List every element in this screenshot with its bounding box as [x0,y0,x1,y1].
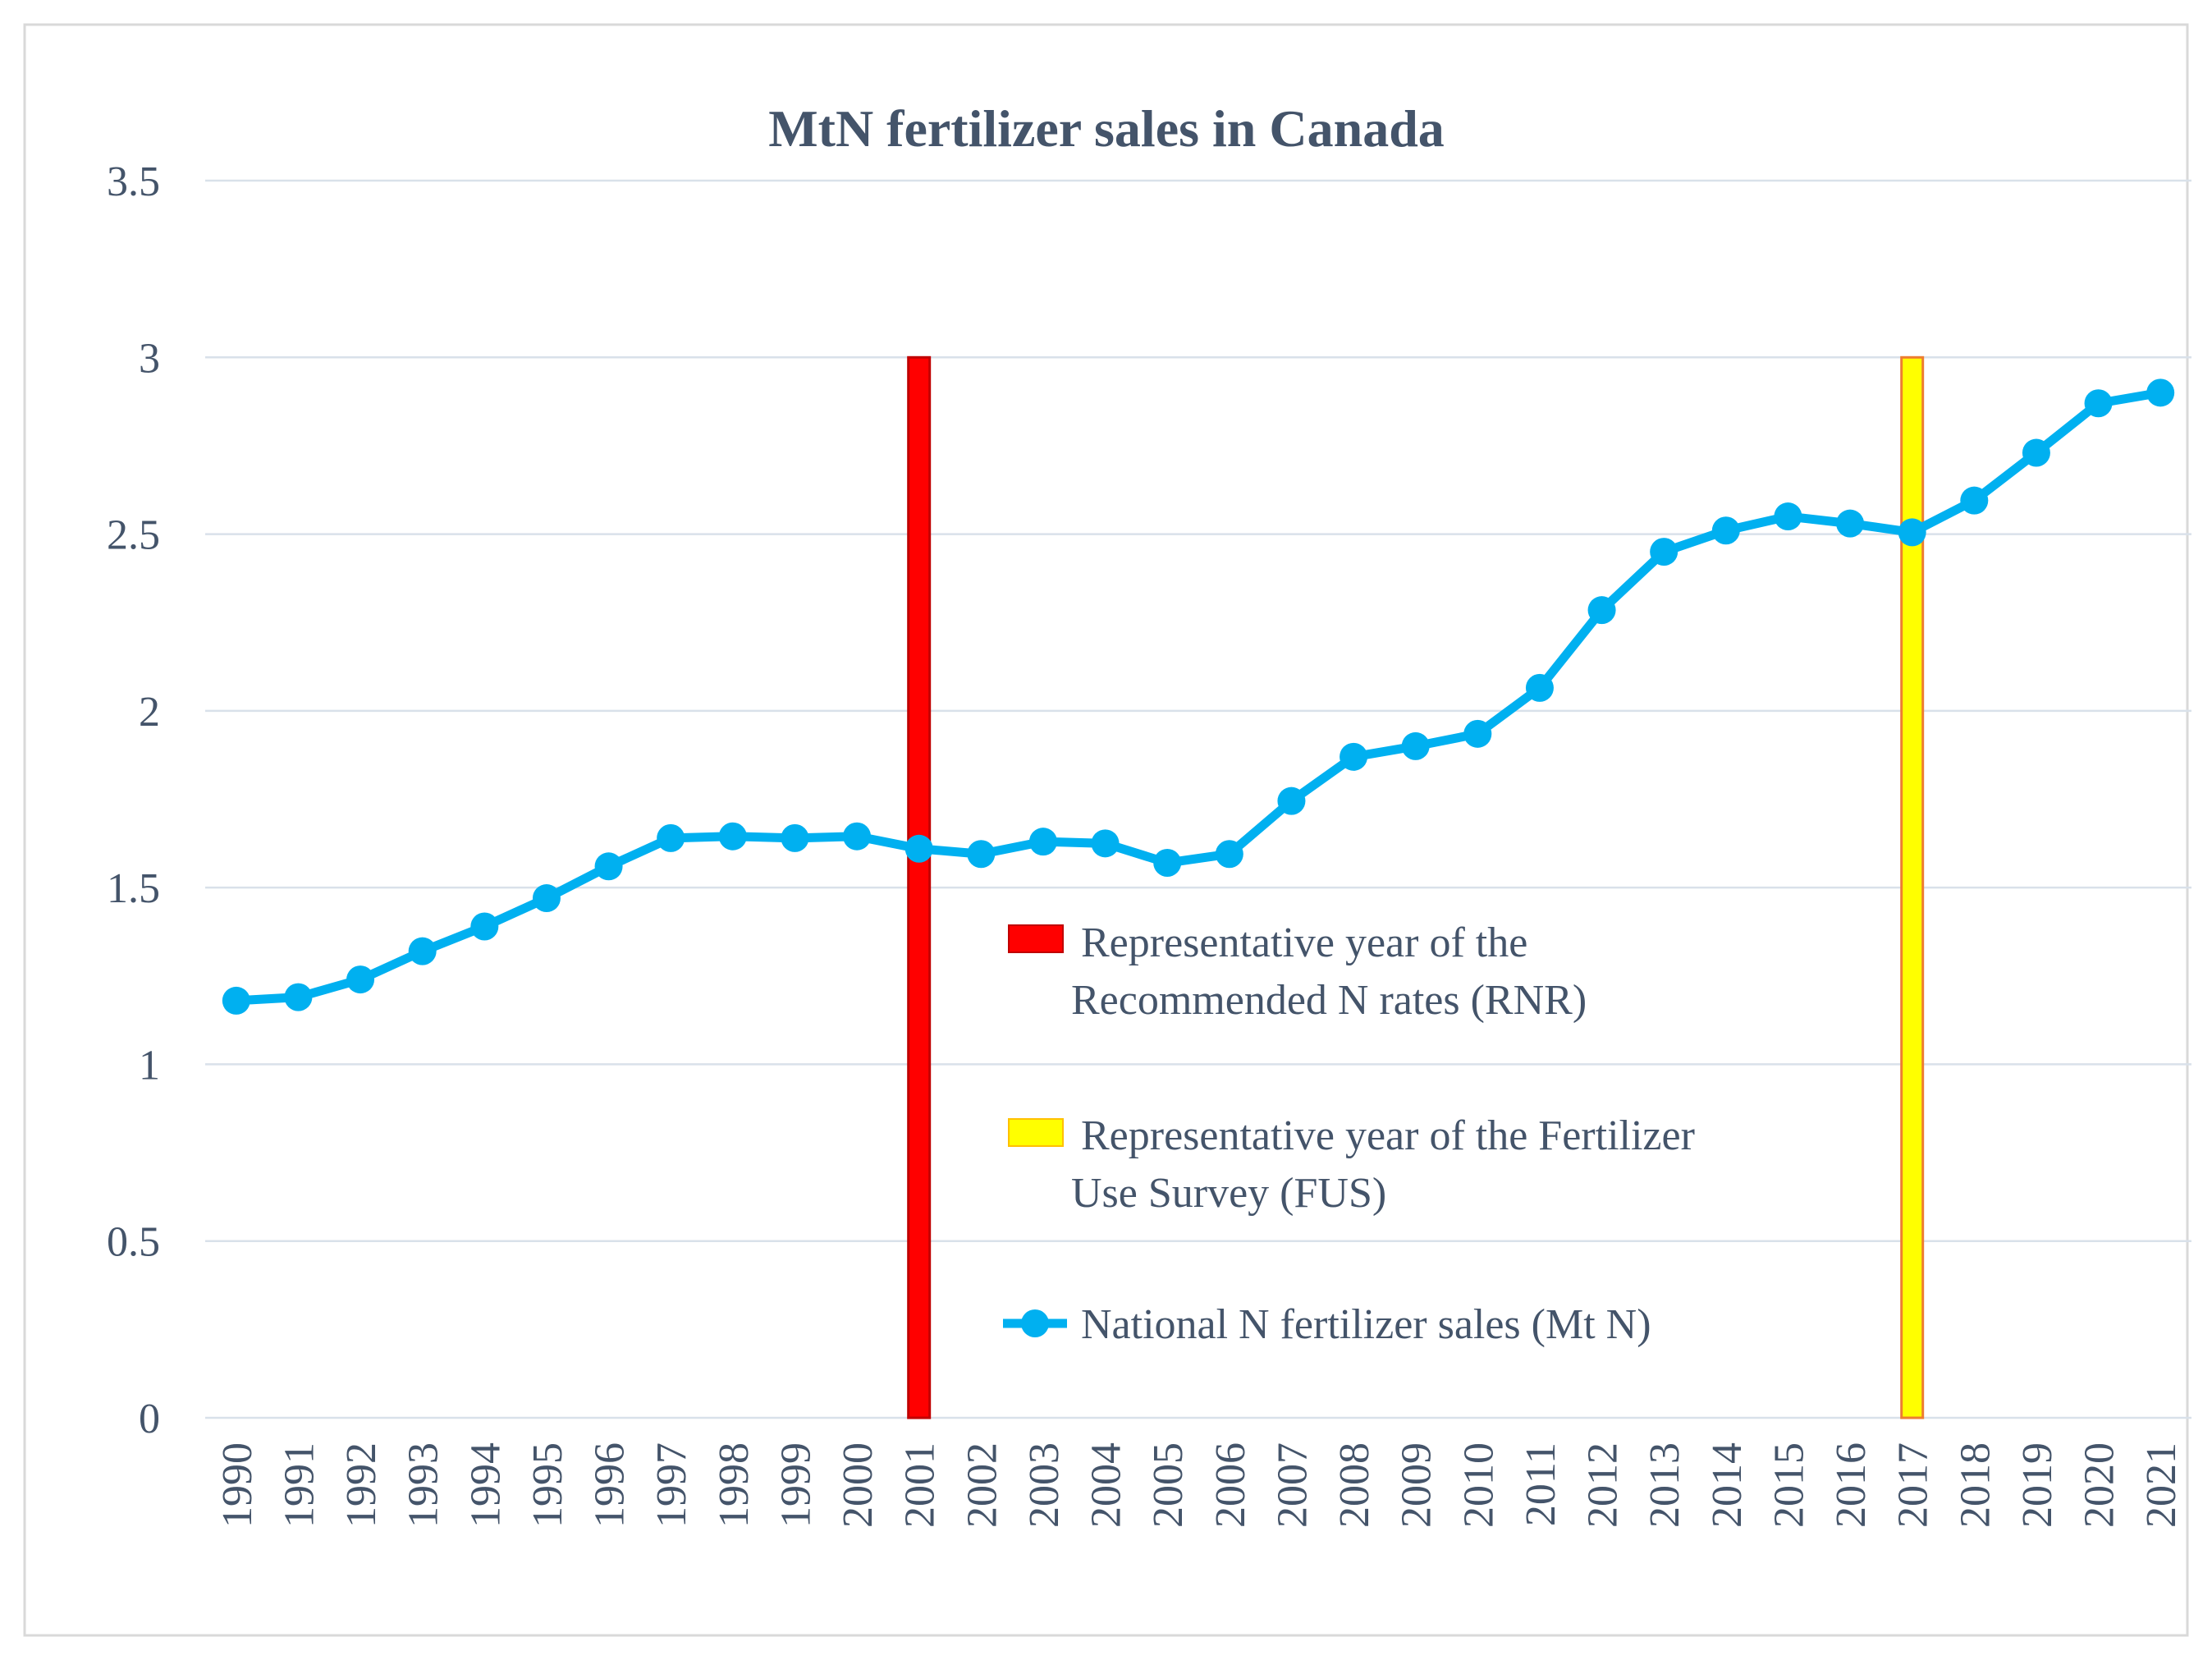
data-point [1028,828,1057,856]
data-point [1898,518,1926,547]
data-point [532,884,561,913]
rnr-reference-bar [907,355,932,1419]
x-tick-label: 2013 [1642,1442,1688,1528]
legend-swatch-rnr [1008,924,1064,953]
legend-swatch-series-marker [1021,1309,1049,1337]
x-tick-label: 2009 [1394,1442,1440,1528]
x-tick-label: 1994 [462,1442,509,1528]
y-tick-label: 1.5 [107,865,160,912]
x-tick-label: 2008 [1331,1442,1378,1528]
data-point [2146,378,2175,407]
data-point [1711,516,1740,545]
data-point [843,822,872,851]
x-tick-label: 2002 [959,1442,1005,1528]
data-point [470,912,499,941]
x-tick-label: 2007 [1269,1442,1316,1528]
data-point [1215,840,1243,869]
x-tick-label: 2000 [835,1442,882,1528]
data-point [1401,731,1430,760]
y-tick-label: 3.5 [107,158,160,205]
data-point [967,840,996,869]
data-point [346,965,375,994]
x-tick-label: 1993 [401,1442,447,1528]
x-tick-label: 1999 [772,1442,819,1528]
x-tick-label: 2005 [1145,1442,1192,1528]
x-tick-label: 2020 [2077,1442,2123,1528]
x-tick-label: 2014 [1704,1442,1751,1528]
x-tick-label: 2011 [1518,1442,1564,1526]
x-tick-label: 2016 [1828,1442,1875,1528]
data-point [1774,502,1802,531]
y-tick-label: 0 [139,1396,160,1442]
data-point [284,983,313,1011]
x-tick-label: 2015 [1765,1442,1812,1528]
y-tick-label: 2 [139,689,160,736]
data-point [222,986,250,1015]
x-tick-label: 1990 [214,1442,261,1528]
grid-layer [205,179,2191,1419]
data-point [1340,742,1368,771]
data-point [904,834,933,863]
data-point [1091,829,1120,858]
x-tick-label: 1998 [711,1442,758,1528]
data-point [408,937,437,965]
x-tick-label: 2012 [1580,1442,1627,1528]
y-tick-label: 3 [139,335,160,382]
data-point [718,822,747,851]
series-layer [222,378,2175,1015]
x-tick-label: 2004 [1083,1442,1130,1528]
data-point [1463,719,1492,748]
legend-label-series: National N fertilizer sales (Mt N) [1081,1301,1651,1348]
data-point [1153,849,1182,878]
y-axis-ticks: 0 0.5 1 1.5 2 2.5 3 3.5 [107,158,160,1442]
fus-reference-bar [1900,355,1925,1419]
legend: Representative year of the Recommended N … [1003,919,1695,1348]
x-tick-label: 2003 [1021,1442,1068,1528]
data-point [594,852,623,881]
data-point [2022,438,2050,467]
legend-label-fus: Representative year of the Fertilizer [1081,1112,1695,1159]
data-point [1277,786,1306,815]
data-point [1650,538,1678,566]
x-tick-label: 2018 [1952,1442,1999,1528]
data-point [2084,389,2113,418]
data-point [657,823,685,852]
x-tick-label: 1991 [276,1442,323,1528]
x-tick-label: 2001 [897,1442,944,1528]
data-point [1587,596,1616,625]
x-tick-label: 1996 [587,1442,634,1528]
data-point [1960,486,1989,515]
x-tick-label: 1992 [338,1442,385,1528]
chart-title: MtN fertilizer sales in Canada [768,99,1445,158]
x-axis-ticks: 1990 1991 1992 1993 1994 1995 1996 1997 1998 1999… [214,1442,2185,1528]
x-tick-label: 2006 [1207,1442,1254,1528]
legend-label-rnr: Representative year of the [1081,919,1527,966]
x-tick-label: 2010 [1455,1442,1502,1528]
data-point [1836,509,1865,538]
y-tick-label: 0.5 [107,1219,160,1266]
y-tick-label: 2.5 [107,512,160,559]
data-point [781,823,809,852]
x-tick-label: 1997 [648,1442,695,1528]
x-tick-label: 2019 [2014,1442,2061,1528]
x-tick-label: 2021 [2138,1442,2185,1528]
y-tick-label: 1 [139,1042,160,1089]
x-tick-label: 2017 [1890,1442,1937,1528]
legend-swatch-fus [1008,1118,1064,1147]
data-point [1525,673,1554,702]
legend-label-fus: Use Survey (FUS) [1071,1170,1386,1217]
x-tick-label: 1995 [524,1442,571,1528]
legend-label-rnr: Recommended N rates (RNR) [1071,977,1587,1024]
